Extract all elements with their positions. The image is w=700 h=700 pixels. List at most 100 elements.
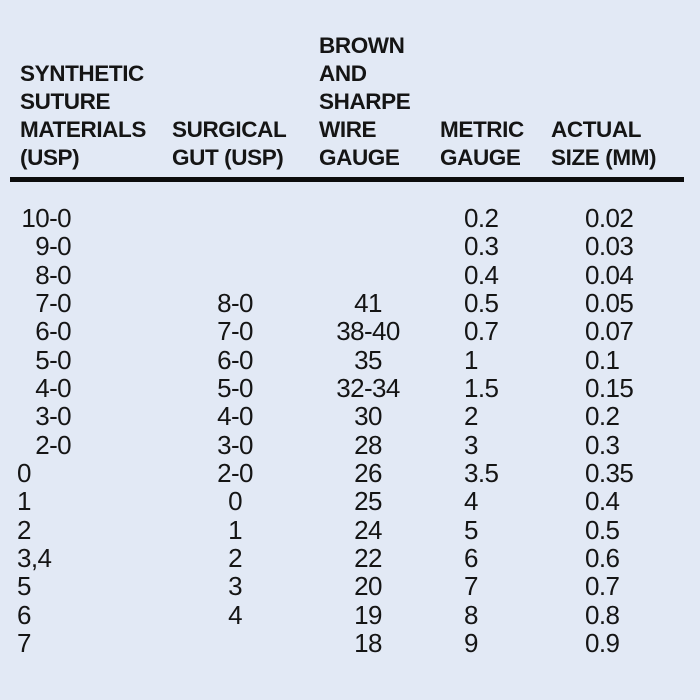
column-header-line: WIRE	[319, 117, 377, 142]
table-cell: 35	[354, 344, 382, 375]
table-cell: 0.7	[464, 316, 499, 347]
column-header-line: GUT (USP)	[172, 145, 284, 170]
table-cell: 41	[354, 288, 382, 319]
table-cell: 19	[354, 599, 382, 630]
table-row: 5-0 6-0 35 1 0.1	[0, 344, 700, 375]
table-cell: 6-0	[35, 316, 71, 347]
table-cell: 7-0	[35, 288, 71, 319]
table-cell: 0.3	[464, 231, 499, 262]
table-row: 2 1 24 5 0.5	[0, 514, 700, 545]
table-row: 10-0 0.2 0.02	[0, 203, 700, 233]
table-cell: 4	[464, 486, 478, 517]
column-header-surgical-gut-usp: SURGICAL GUT (USP)	[172, 116, 287, 172]
table-cell: 24	[354, 514, 382, 545]
header-rule	[10, 177, 684, 182]
table-cell: 1	[228, 514, 242, 545]
table-cell: 2	[228, 543, 242, 574]
table-cell: 9	[464, 628, 478, 659]
column-header-line: METRIC	[440, 117, 524, 142]
table-row: 3,4 2 22 6 0.6	[0, 543, 700, 574]
table-cell: 3.5	[464, 458, 499, 489]
column-header-line: GAUGE	[319, 145, 400, 170]
table-cell: 6	[464, 543, 478, 574]
table-cell: 3-0	[217, 429, 253, 460]
column-header-line: GAUGE	[440, 145, 521, 170]
table-cell: 0.07	[585, 316, 634, 347]
table-cell: 4	[228, 599, 242, 630]
table-cell: 2	[17, 514, 31, 545]
table-cell: 28	[354, 429, 382, 460]
table-cell: 10-0	[21, 203, 71, 233]
table-row: 2-0 3-0 28 3 0.3	[0, 429, 700, 460]
table-cell: 0.5	[464, 288, 499, 319]
table-cell: 2	[464, 401, 478, 432]
table-cell: 3	[464, 429, 478, 460]
table-body: 10-0 0.2 0.02 9-0 0.3 0.03 8-0 0.4 0.04 7-0 8-0 41 0…	[0, 204, 700, 658]
table-cell: 1.5	[464, 373, 499, 404]
column-header-actual-size-mm: ACTUAL SIZE (MM)	[551, 116, 657, 172]
table-cell: 8-0	[35, 259, 71, 290]
table-cell: 3-0	[35, 401, 71, 432]
table-row: 1 0 25 4 0.4	[0, 486, 700, 517]
table-cell: 0	[17, 458, 31, 489]
table-cell: 0.05	[585, 288, 634, 319]
table-cell: 0.35	[585, 458, 634, 489]
table-cell: 5	[464, 514, 478, 545]
table-cell: 7	[464, 571, 478, 602]
table-cell: 0.04	[585, 259, 634, 290]
table-cell: 22	[354, 543, 382, 574]
column-header-line: SUTURE	[20, 89, 111, 114]
column-header-line: SIZE (MM)	[551, 145, 657, 170]
table-cell: 26	[354, 458, 382, 489]
table-cell: 0.5	[585, 514, 620, 545]
column-header-line: (USP)	[20, 145, 80, 170]
table-cell: 0.7	[585, 571, 620, 602]
table-row: 8-0 0.4 0.04	[0, 259, 700, 290]
column-header-line: MATERIALS	[20, 117, 146, 142]
table-cell: 7-0	[217, 316, 253, 347]
table-cell: 0	[228, 486, 242, 517]
table-cell: 2-0	[35, 429, 71, 460]
column-header-line: ACTUAL	[551, 117, 642, 142]
table-cell: 3	[228, 571, 242, 602]
table-cell: 5-0	[217, 373, 253, 404]
column-header-line: SHARPE	[319, 89, 411, 114]
table-cell: 0.2	[464, 203, 499, 233]
table-cell: 4-0	[35, 373, 71, 404]
table-cell: 0.03	[585, 231, 634, 262]
table-cell: 3,4	[17, 543, 52, 574]
table-cell: 0.1	[585, 344, 620, 375]
table-row: 3-0 4-0 30 2 0.2	[0, 401, 700, 432]
table-row: 7 18 9 0.9	[0, 628, 700, 659]
table-row: 5 3 20 7 0.7	[0, 571, 700, 602]
table-row: 4-0 5-0 32-34 1.5 0.15	[0, 373, 700, 404]
table-row: 9-0 0.3 0.03	[0, 231, 700, 262]
table-row: 6-0 7-0 38-40 0.7 0.07	[0, 316, 700, 347]
table-cell: 25	[354, 486, 382, 517]
table-cell: 4-0	[217, 401, 253, 432]
column-header-line: BROWN	[319, 33, 405, 58]
table-cell: 0.8	[585, 599, 620, 630]
table-row: 7-0 8-0 41 0.5 0.05	[0, 288, 700, 319]
table-cell: 1	[464, 344, 478, 375]
table-cell: 0.9	[585, 628, 620, 659]
column-header-line: AND	[319, 61, 367, 86]
table-row: 0 2-0 26 3.5 0.35	[0, 458, 700, 489]
table-cell: 8	[464, 599, 478, 630]
table-cell: 0.02	[585, 203, 634, 233]
column-header-synthetic-suture-materials-usp: SYNTHETIC SUTURE MATERIALS (USP)	[20, 60, 146, 172]
table-cell: 8-0	[217, 288, 253, 319]
table-cell: 0.4	[585, 486, 620, 517]
column-header-metric-gauge: METRIC GAUGE	[440, 116, 524, 172]
table-cell: 30	[354, 401, 382, 432]
table-cell: 18	[354, 628, 382, 659]
table-cell: 32-34	[336, 373, 400, 404]
table-cell: 6-0	[217, 344, 253, 375]
table-cell: 0.6	[585, 543, 620, 574]
table-cell: 2-0	[217, 458, 253, 489]
column-header-line: SYNTHETIC	[20, 61, 144, 86]
column-header-line: SURGICAL	[172, 117, 287, 142]
table-row: 6 4 19 8 0.8	[0, 599, 700, 630]
table-cell: 0.2	[585, 401, 620, 432]
